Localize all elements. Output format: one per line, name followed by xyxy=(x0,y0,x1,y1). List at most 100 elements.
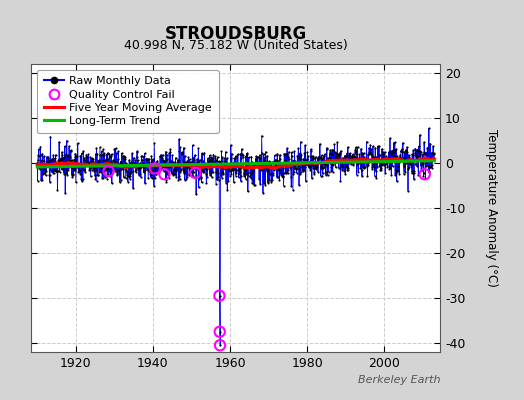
Point xyxy=(150,165,159,172)
Point xyxy=(118,162,127,168)
Point xyxy=(405,154,413,160)
Point xyxy=(107,159,115,166)
Point xyxy=(275,167,283,173)
Point xyxy=(391,147,400,154)
Point xyxy=(99,146,107,152)
Point xyxy=(237,146,246,152)
Point xyxy=(91,176,100,182)
Point xyxy=(178,150,187,157)
Point xyxy=(89,158,97,164)
Point xyxy=(383,159,391,166)
Point xyxy=(228,167,237,174)
Point xyxy=(108,157,117,164)
Point xyxy=(200,163,208,170)
Point xyxy=(300,167,308,173)
Point xyxy=(106,172,114,179)
Point xyxy=(260,157,269,163)
Point xyxy=(162,151,171,158)
Point xyxy=(139,161,148,168)
Point xyxy=(395,158,403,165)
Point xyxy=(357,146,365,152)
Point xyxy=(133,148,141,155)
Point xyxy=(59,161,68,168)
Point xyxy=(242,176,250,182)
Point xyxy=(47,160,55,167)
Point xyxy=(222,179,230,186)
Point xyxy=(43,163,51,169)
Point xyxy=(289,171,298,178)
Point xyxy=(292,170,301,176)
Point xyxy=(163,172,172,178)
Point xyxy=(240,170,248,176)
Point xyxy=(332,150,340,156)
Point xyxy=(362,138,370,145)
Point xyxy=(262,162,270,168)
Point xyxy=(378,150,387,157)
Point xyxy=(153,167,161,174)
Point xyxy=(165,160,173,166)
Point xyxy=(349,160,357,167)
Point xyxy=(410,170,418,177)
Point xyxy=(299,167,307,173)
Point xyxy=(151,164,159,171)
Point xyxy=(59,165,67,172)
Point xyxy=(328,161,336,167)
Point xyxy=(334,156,342,163)
Point xyxy=(303,158,312,165)
Point xyxy=(294,145,302,152)
Point xyxy=(407,162,416,168)
Point xyxy=(109,166,117,173)
Point xyxy=(152,171,160,177)
Point xyxy=(273,150,281,157)
Point xyxy=(66,159,74,166)
Point xyxy=(242,153,250,159)
Point xyxy=(92,151,100,157)
Point xyxy=(283,145,291,152)
Point xyxy=(103,151,111,158)
Point xyxy=(81,168,89,175)
Point xyxy=(283,170,292,176)
Point xyxy=(138,156,146,163)
Point xyxy=(216,342,224,348)
Point xyxy=(61,151,70,158)
Point xyxy=(78,164,86,170)
Point xyxy=(315,155,324,161)
Point xyxy=(381,154,390,161)
Point xyxy=(326,150,335,157)
Point xyxy=(424,163,432,170)
Point xyxy=(371,145,379,151)
Point xyxy=(84,160,92,166)
Point xyxy=(307,152,315,159)
Point xyxy=(275,166,283,172)
Point xyxy=(312,165,321,172)
Point xyxy=(272,162,280,169)
Point xyxy=(48,156,57,162)
Point xyxy=(176,169,184,176)
Point xyxy=(71,154,80,160)
Point xyxy=(357,154,366,160)
Point xyxy=(394,163,402,170)
Point xyxy=(298,164,307,170)
Point xyxy=(238,152,247,158)
Point xyxy=(120,155,128,162)
Point xyxy=(228,165,237,171)
Point xyxy=(298,168,307,174)
Point xyxy=(233,160,242,167)
Point xyxy=(356,165,365,172)
Point xyxy=(178,158,187,164)
Point xyxy=(251,162,259,169)
Point xyxy=(255,164,263,170)
Point xyxy=(363,173,372,180)
Point xyxy=(341,153,349,159)
Point xyxy=(228,164,236,171)
Text: Berkeley Earth: Berkeley Earth xyxy=(358,375,440,385)
Point xyxy=(406,159,414,165)
Point xyxy=(402,159,411,166)
Point xyxy=(352,148,361,154)
Point xyxy=(274,158,282,164)
Point xyxy=(64,157,72,163)
Point xyxy=(91,172,99,178)
Point xyxy=(333,158,341,165)
Point xyxy=(209,159,217,165)
Point xyxy=(373,157,381,163)
